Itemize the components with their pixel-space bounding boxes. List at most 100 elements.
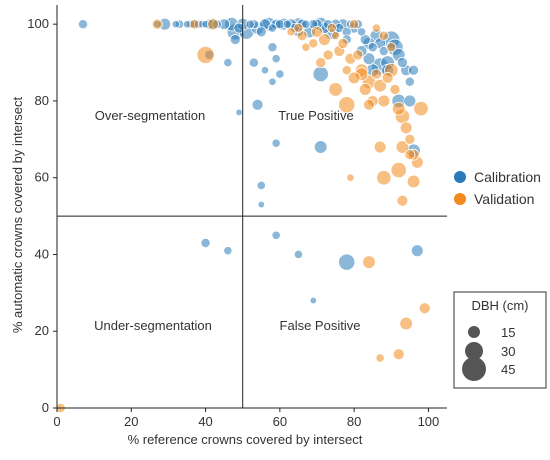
data-point-calibration: [77, 19, 89, 30]
data-point-validation: [341, 65, 352, 76]
data-point-calibration: [362, 52, 376, 66]
data-point-calibration: [312, 65, 329, 83]
data-point-validation: [293, 22, 304, 34]
x-tick-label: 80: [347, 414, 361, 429]
data-point-validation: [392, 348, 405, 361]
data-point-calibration: [251, 98, 264, 111]
size-legend-label-15: 15: [501, 325, 515, 340]
quadrant-label-under-segmentation: Under-segmentation: [94, 318, 212, 333]
data-point-calibration: [367, 42, 378, 53]
data-point-validation: [352, 49, 364, 61]
data-point-calibration: [410, 244, 424, 257]
data-point-validation: [377, 94, 391, 108]
data-point-calibration: [275, 69, 285, 79]
series-legend: Calibration Validation: [454, 169, 541, 207]
data-point-validation: [308, 38, 319, 49]
legend-marker-calibration: [454, 171, 466, 183]
data-point-validation: [399, 316, 413, 331]
data-point-validation: [404, 149, 416, 161]
y-axis-label: % automatic crowns covered by intersect: [10, 96, 25, 333]
data-point-validation: [349, 19, 360, 30]
data-point-calibration: [171, 20, 181, 29]
size-legend-label-30: 30: [501, 344, 515, 359]
data-point-calibration: [257, 200, 266, 209]
data-point-calibration: [293, 249, 304, 260]
x-tick-label: 0: [53, 414, 60, 429]
data-point-validation: [315, 57, 327, 69]
axes-layer: 0 20 40 60 80 100 0 20 40 60 80 100: [27, 5, 447, 429]
points-layer: [55, 16, 431, 414]
x-tick-label: 100: [418, 414, 440, 429]
x-tick-label: 40: [198, 414, 212, 429]
data-point-calibration: [223, 57, 233, 68]
y-tick-label: 20: [35, 323, 49, 338]
data-point-calibration: [356, 27, 367, 37]
x-tick-label: 60: [273, 414, 287, 429]
data-point-validation: [338, 96, 356, 114]
data-point-validation: [196, 45, 215, 64]
data-point-validation: [326, 22, 337, 34]
data-point-validation: [373, 78, 387, 93]
data-point-validation: [376, 170, 392, 186]
y-tick-label: 40: [35, 246, 49, 261]
data-point-calibration: [309, 296, 318, 305]
data-point-validation: [311, 25, 323, 38]
data-point-calibration: [268, 77, 277, 86]
data-point-validation: [371, 23, 382, 33]
data-point-calibration: [200, 237, 211, 249]
data-point-validation: [337, 37, 349, 49]
quadrant-label-over-segmentation: Over-segmentation: [95, 108, 206, 123]
data-point-validation: [301, 42, 311, 52]
data-point-calibration: [338, 253, 356, 271]
data-point-validation: [391, 101, 406, 116]
data-point-validation: [362, 255, 376, 269]
data-point-calibration: [255, 26, 267, 38]
size-legend: DBH (cm) 15 30 45: [453, 291, 547, 389]
quadrant-label-true-positive: True Positive: [278, 108, 353, 123]
y-tick-label: 100: [27, 16, 49, 31]
y-tick-label: 60: [35, 170, 49, 185]
data-point-calibration: [408, 64, 420, 76]
data-point-validation: [386, 42, 397, 53]
data-point-calibration: [267, 42, 278, 53]
size-legend-title: DBH (cm): [471, 298, 528, 313]
y-tick-label: 0: [42, 400, 49, 415]
data-point-validation: [330, 31, 341, 41]
data-point-validation: [346, 173, 355, 182]
data-point-validation: [322, 49, 334, 61]
data-point-validation: [389, 83, 401, 95]
x-axis-label: % reference crowns covered by intersect: [128, 432, 363, 447]
data-point-validation: [381, 72, 394, 84]
data-point-calibration: [248, 57, 259, 68]
data-point-validation: [189, 19, 200, 30]
data-point-validation: [363, 98, 375, 111]
data-point-validation: [207, 18, 219, 31]
quadrant-label-false-positive: False Positive: [280, 318, 361, 333]
size-legend-marker-15: [468, 326, 480, 338]
data-point-validation: [418, 302, 431, 315]
data-point-validation: [318, 33, 331, 46]
data-point-calibration: [282, 19, 292, 29]
size-legend-label-45: 45: [501, 362, 515, 377]
data-point-calibration: [271, 230, 281, 240]
data-point-validation: [404, 133, 416, 145]
data-point-validation: [370, 68, 382, 80]
data-point-calibration: [229, 34, 241, 46]
data-point-calibration: [403, 94, 417, 108]
data-point-calibration: [223, 246, 233, 256]
data-point-calibration: [271, 138, 281, 148]
legend-label-validation: Validation: [474, 191, 534, 207]
data-point-calibration: [260, 66, 270, 75]
data-point-validation: [413, 100, 429, 117]
x-tick-label: 20: [124, 414, 138, 429]
data-point-validation: [395, 140, 410, 154]
data-point-validation: [396, 194, 409, 207]
data-point-calibration: [404, 76, 415, 87]
data-point-calibration: [313, 140, 328, 154]
data-point-calibration: [233, 22, 245, 34]
data-point-validation: [373, 140, 387, 154]
data-point-calibration: [245, 19, 255, 29]
data-point-calibration: [235, 108, 243, 117]
